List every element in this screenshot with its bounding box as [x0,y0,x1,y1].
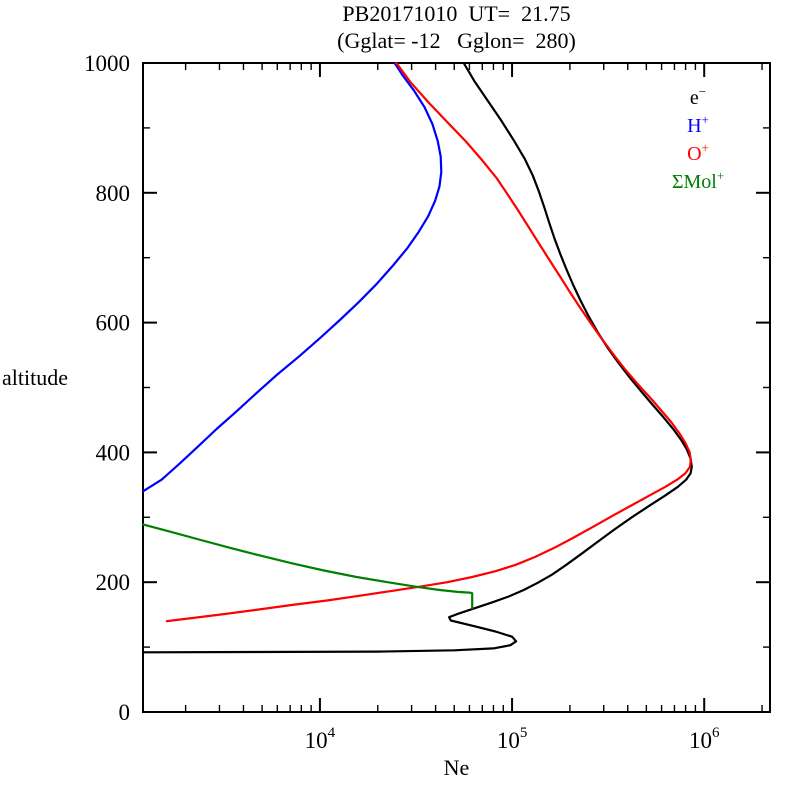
x-tick-label: 104 [305,725,336,753]
series-line-h-plus [141,61,443,493]
legend-label-h-plus: H+ [687,112,709,137]
chart-subtitle: (Gglat= -12 Gglon= 280) [337,28,576,53]
y-tick-label: 600 [96,311,131,336]
x-tick-label: 105 [497,725,528,753]
x-axis-label: Ne [443,755,470,780]
legend-label-mol-plus: ΣMol+ [672,168,724,193]
y-tick-label: 200 [96,570,131,595]
legend-label-o-plus: O+ [687,140,709,165]
y-tick-label: 1000 [84,51,130,76]
y-tick-label: 0 [119,700,131,725]
series-line-electron [141,61,693,654]
y-tick-label: 800 [96,181,131,206]
series-line-mol-plus [141,523,474,610]
chart-title: PB20171010 UT= 21.75 [342,1,571,26]
legend-label-electron: e− [690,84,706,109]
series-line-o-plus [165,61,692,623]
x-tick-label: 106 [689,725,720,753]
y-axis-label: altitude [2,365,68,390]
y-tick-label: 400 [96,440,131,465]
